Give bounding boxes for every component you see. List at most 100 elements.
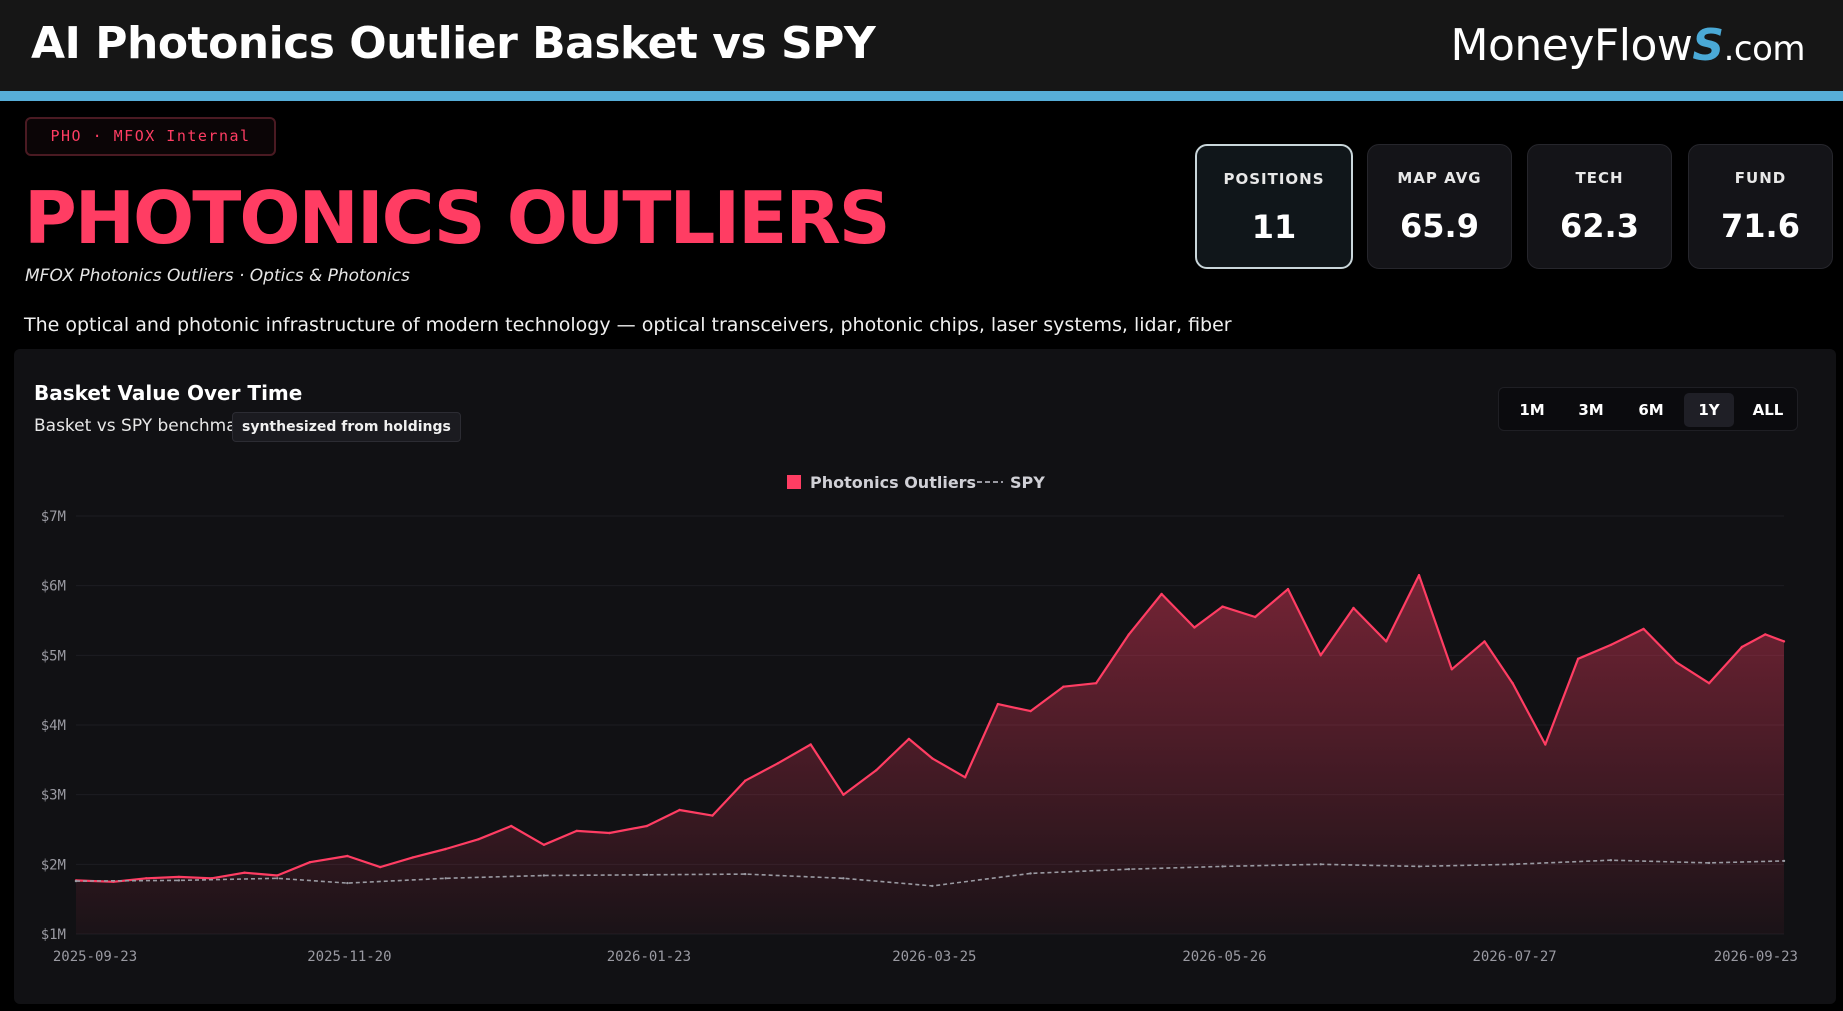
data-point-spy: [346, 881, 349, 885]
y-tick-label: $4M: [41, 718, 66, 734]
stat-label: FUND: [1734, 169, 1787, 187]
page-title: AI Photonics Outlier Basket vs SPY: [31, 18, 876, 69]
data-point-photonics: [1193, 626, 1196, 629]
source-badge: synthesized from holdings: [232, 412, 461, 442]
data-point-photonics: [243, 871, 246, 874]
data-point-photonics: [1576, 657, 1580, 660]
stat-label: POSITIONS: [1223, 170, 1325, 188]
data-point-photonics: [346, 854, 349, 858]
data-point-spy: [931, 884, 934, 888]
data-point-photonics: [1609, 643, 1613, 647]
data-point-photonics: [444, 847, 447, 851]
data-point-photonics: [776, 762, 780, 765]
series-line-photonics: [75, 574, 1785, 883]
data-point-photonics: [379, 865, 382, 869]
stat-value: 71.6: [1721, 207, 1800, 245]
brand-logo[interactable]: MoneyFlowS.com: [1450, 20, 1806, 71]
data-point-spy: [177, 879, 181, 882]
data-point-photonics: [1511, 682, 1514, 685]
data-point-photonics: [711, 814, 714, 817]
data-point-photonics: [1127, 633, 1131, 636]
legend-label-photonics: Photonics Outliers: [810, 473, 976, 492]
data-point-spy: [1609, 859, 1613, 862]
data-point-photonics: [177, 875, 181, 879]
brand-name: MoneyFlow: [1450, 20, 1693, 71]
x-tick-label: 2025-11-20: [307, 949, 391, 965]
data-point-photonics: [411, 856, 415, 859]
data-point-photonics: [1221, 605, 1224, 608]
data-point-spy: [1417, 865, 1421, 868]
x-tick-label: 2026-05-26: [1182, 949, 1266, 965]
data-point-spy: [1707, 861, 1711, 865]
legend-swatch-photonics: [787, 475, 801, 489]
data-point-spy: [444, 877, 447, 880]
stat-card-tech[interactable]: TECH 62.3: [1527, 144, 1672, 269]
data-point-photonics: [145, 877, 148, 880]
data-point-photonics: [1544, 743, 1547, 746]
data-point-photonics: [1029, 709, 1032, 713]
data-point-spy: [842, 877, 845, 880]
y-tick-label: $5M: [41, 648, 66, 664]
data-point-spy: [276, 877, 279, 880]
x-tick-label: 2026-07-27: [1472, 949, 1556, 965]
data-point-photonics: [931, 757, 934, 760]
data-point-photonics: [1319, 654, 1322, 657]
data-point-spy: [645, 873, 649, 876]
stat-value: 62.3: [1560, 207, 1639, 245]
data-point-photonics: [1160, 592, 1163, 596]
range-button-1y[interactable]: 1Y: [1684, 393, 1734, 427]
range-selector: 1M 3M 6M 1Y ALL: [1498, 387, 1798, 431]
x-tick-label: 2026-09-23: [1714, 949, 1798, 965]
data-point-photonics: [510, 824, 513, 828]
chart-subtitle: Basket vs SPY benchmark: [34, 416, 254, 436]
basket-value-chart: $1M $2M $3M $4M $5M $6M $7M 2025-09-23 2025-11-2…: [41, 473, 1798, 965]
data-point-photonics: [1062, 685, 1065, 688]
data-point-photonics: [477, 838, 480, 841]
data-point-photonics: [809, 743, 812, 746]
stat-value: 11: [1251, 208, 1297, 246]
range-button-6m[interactable]: 6M: [1638, 401, 1664, 419]
data-point-photonics: [276, 874, 279, 877]
data-point-photonics: [875, 769, 878, 772]
data-point-spy: [1782, 859, 1786, 863]
data-point-photonics: [575, 829, 578, 833]
data-point-photonics: [1094, 682, 1098, 685]
stat-label: MAP AVG: [1397, 169, 1482, 187]
range-button-3m[interactable]: 3M: [1578, 401, 1604, 419]
y-tick-label: $1M: [41, 927, 66, 943]
accent-divider: [0, 91, 1843, 101]
stat-card-fund[interactable]: FUND 71.6: [1688, 144, 1833, 269]
y-tick-label: $6M: [41, 579, 66, 595]
data-point-spy: [1221, 865, 1224, 868]
data-point-photonics: [678, 808, 681, 812]
top-header: AI Photonics Outlier Basket vs SPY Money…: [0, 0, 1843, 91]
data-point-photonics: [608, 831, 611, 835]
data-point-photonics: [907, 737, 911, 741]
range-button-all[interactable]: ALL: [1752, 401, 1784, 419]
data-point-photonics: [744, 779, 747, 782]
x-tick-label: 2026-01-23: [607, 949, 691, 965]
stat-card-positions[interactable]: POSITIONS 11: [1195, 144, 1353, 269]
basket-description: The optical and photonic infrastructure …: [24, 314, 1232, 336]
data-point-photonics: [1642, 627, 1645, 631]
data-point-photonics: [1782, 640, 1786, 643]
y-tick-label: $2M: [41, 857, 66, 873]
y-tick-label: $7M: [41, 509, 66, 525]
stat-label: TECH: [1575, 169, 1624, 187]
data-point-photonics: [1764, 633, 1767, 636]
stat-card-map-avg[interactable]: MAP AVG 65.9: [1367, 144, 1512, 269]
data-point-spy: [1511, 863, 1514, 866]
series-area-photonics: [76, 575, 1784, 934]
data-point-photonics: [1254, 615, 1257, 619]
data-point-spy: [542, 874, 546, 877]
data-point-spy: [1319, 863, 1322, 866]
range-button-1m[interactable]: 1M: [1519, 401, 1545, 419]
data-point-photonics: [1417, 574, 1421, 577]
data-point-photonics: [1483, 640, 1486, 643]
data-point-photonics: [1352, 606, 1355, 610]
data-point-spy: [744, 872, 747, 876]
stat-value: 65.9: [1400, 207, 1479, 245]
data-point-spy: [1127, 868, 1131, 871]
data-point-photonics: [1286, 587, 1290, 591]
data-point-photonics: [542, 843, 546, 846]
